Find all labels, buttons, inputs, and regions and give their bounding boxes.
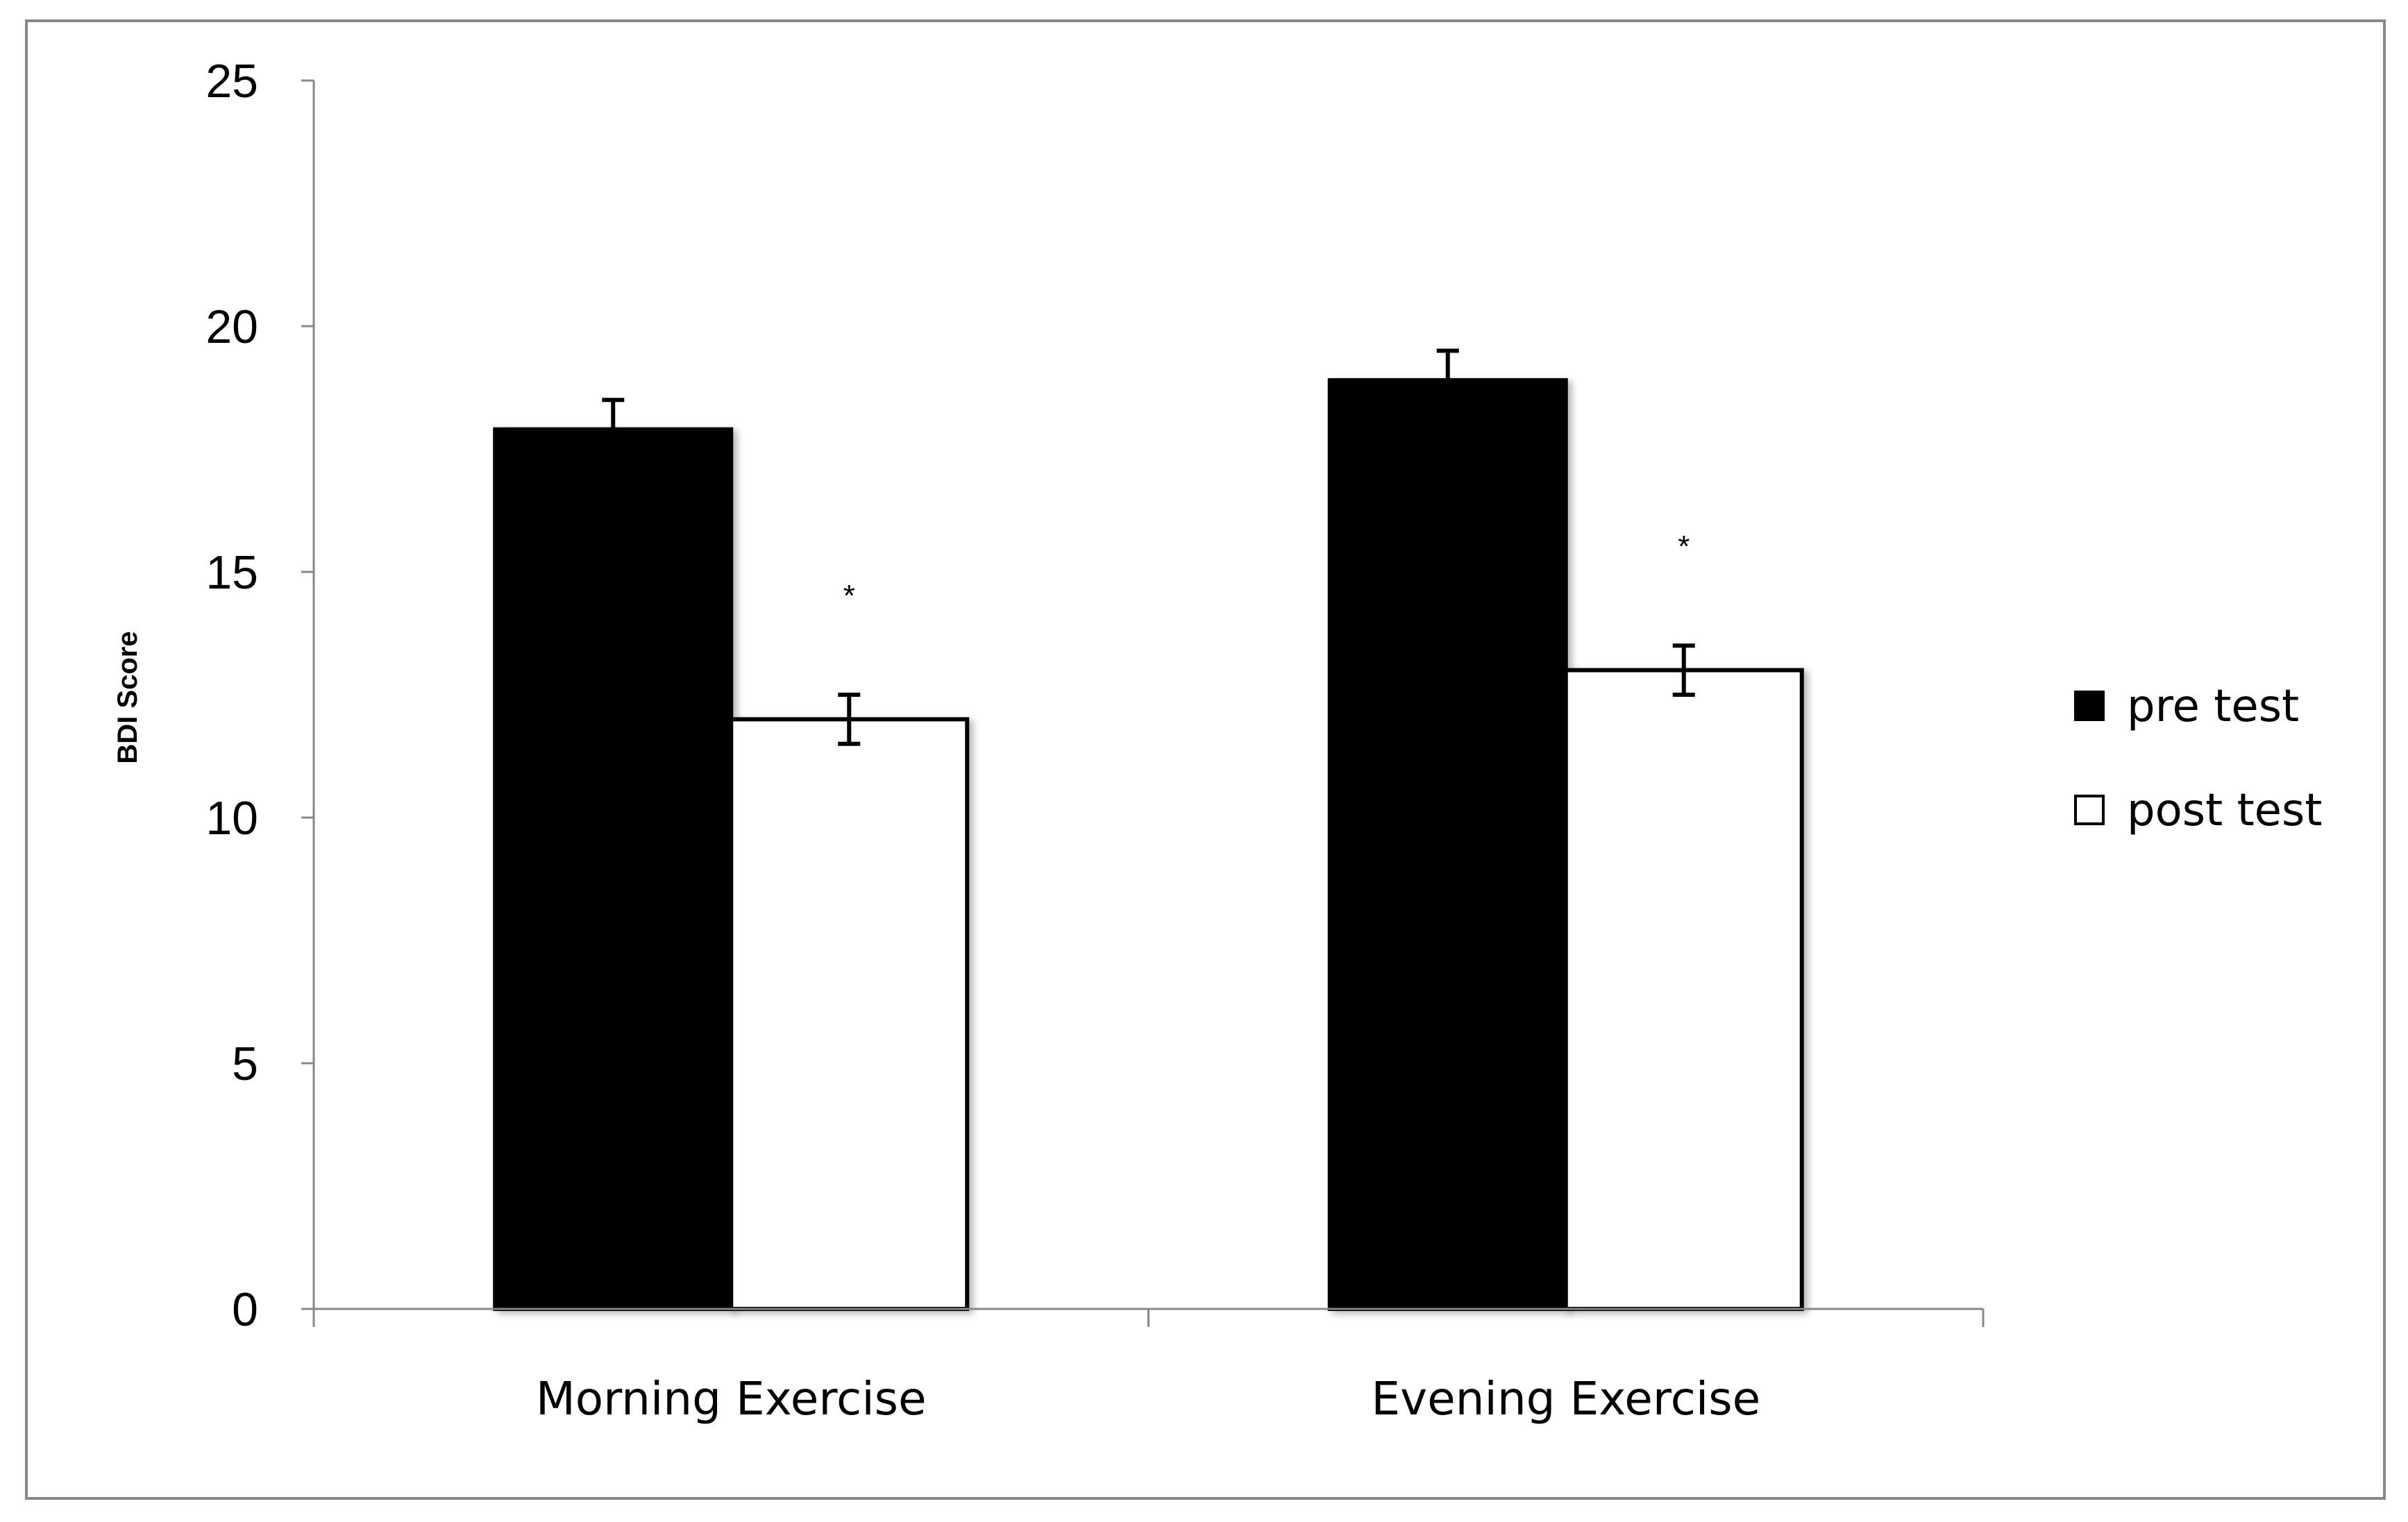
y-tick-label: 25: [205, 55, 258, 108]
bar-post-test-1: [1563, 668, 1804, 1311]
error-bar-0-0: [602, 398, 625, 430]
x-category-label: Morning Exercise: [536, 1372, 927, 1426]
bar-pre-test-0: [493, 427, 734, 1311]
x-category-label: Evening Exercise: [1371, 1372, 1760, 1426]
legend-swatch-post-test: [2074, 795, 2105, 825]
y-tick-label: 5: [232, 1038, 258, 1090]
plot-area: * Morning Exercise * Evening Exercise 0 5 10 15…: [205, 55, 1985, 1426]
y-tick-label: 0: [232, 1283, 258, 1336]
bar-pre-test-1: [1327, 378, 1568, 1311]
error-bar-1-1: [1672, 643, 1695, 697]
y-tick-label: 20: [205, 301, 258, 353]
legend-label-post-test: post test: [2127, 785, 2322, 836]
legend-label-pre-test: pre test: [2127, 681, 2299, 732]
bar-post-test-0: [729, 717, 970, 1311]
legend: pre test post test: [2074, 681, 2322, 836]
y-axis-title: BDI Score: [112, 631, 143, 763]
significance-marker-1: *: [1678, 530, 1690, 564]
y-tick-label: 10: [205, 792, 258, 845]
legend-swatch-pre-test: [2074, 691, 2105, 721]
chart-border: [25, 19, 2386, 1500]
error-bar-1-0: [838, 693, 861, 746]
y-tick-label: 15: [205, 546, 258, 599]
error-bar-0-1: [1436, 348, 1459, 380]
significance-marker-0: *: [843, 579, 855, 613]
